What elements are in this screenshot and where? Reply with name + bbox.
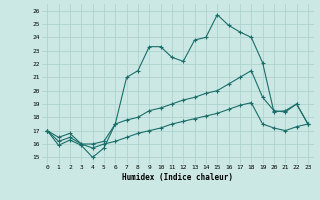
X-axis label: Humidex (Indice chaleur): Humidex (Indice chaleur) — [122, 173, 233, 182]
